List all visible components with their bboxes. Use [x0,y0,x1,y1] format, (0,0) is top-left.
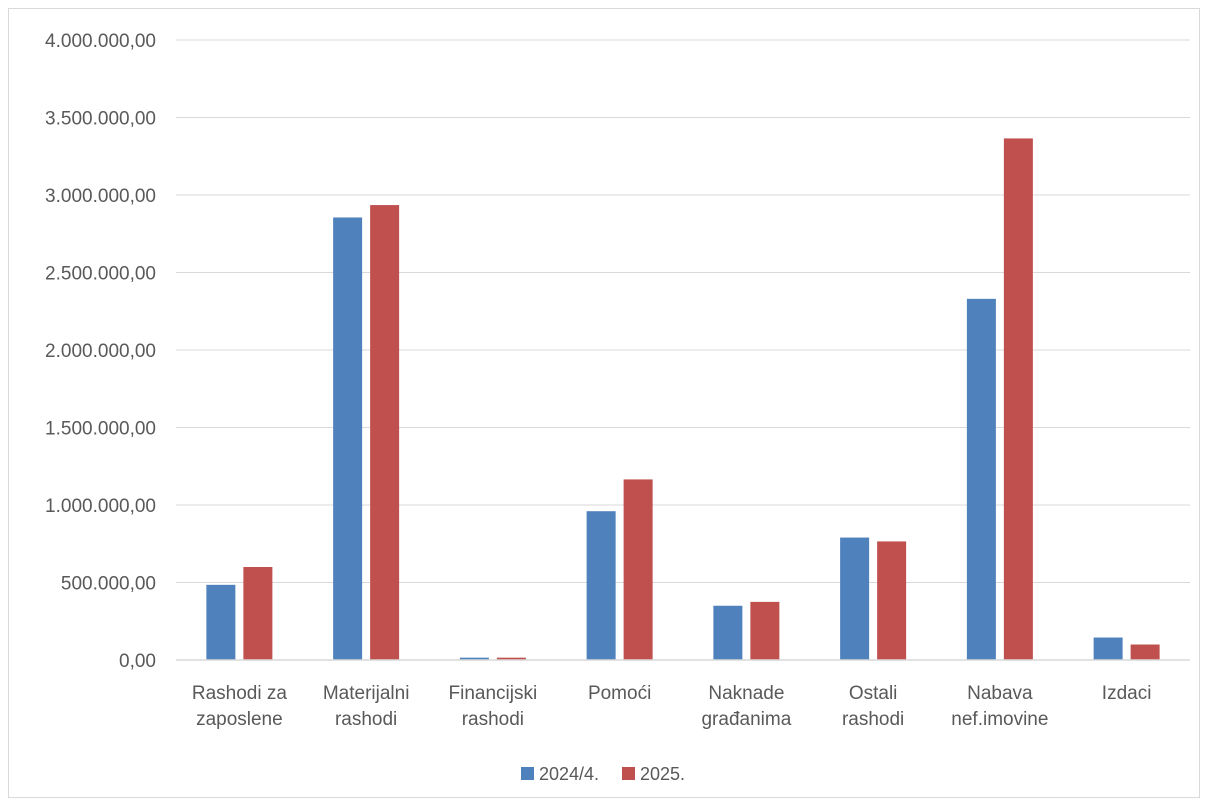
bar-series2 [243,567,273,660]
bar-series2 [623,479,653,660]
x-category-label: Materijalni rashodi [323,683,410,730]
y-tick-label: 1.000.000,00 [45,496,156,517]
legend-label: 2025. [640,764,685,784]
y-tick-label: 3.000.000,00 [45,186,156,207]
x-category-label: Izdaci [1102,683,1152,704]
y-tick-label: 500.000,00 [61,574,156,595]
bar-series1 [459,657,489,660]
bar-series1 [840,537,870,660]
bar-series1 [586,511,616,660]
y-tick-label: 2.500.000,00 [45,264,156,285]
chart-frame [8,8,1200,798]
y-axis-tick-labels: 0,00 500.000,00 1.000.000,00 1.500.000,00 2.… [45,31,156,672]
bar-series2 [1003,138,1033,661]
legend-swatch [521,767,534,780]
bar-series1 [966,298,996,660]
y-tick-label: 2.000.000,00 [45,341,156,362]
bar-series2 [750,601,780,660]
x-category-label: Nabava nef.imovine [951,683,1048,730]
x-category-label: Rashodi za zaposlene [192,683,287,730]
x-category-label: Naknade građanima [701,683,791,730]
bar-series2 [496,657,526,660]
y-tick-label: 1.500.000,00 [45,419,156,440]
y-tick-label: 3.500.000,00 [45,109,156,130]
bar-series2 [877,541,907,660]
bar-series1 [333,217,363,660]
gridlines [176,39,1190,583]
x-category-label: Financijski rashodi [449,683,538,730]
bar-series1 [1093,637,1123,660]
bar-series1 [713,605,743,660]
bars [206,138,1160,661]
y-tick-label: 0,00 [119,651,156,672]
x-axis-category-labels: Rashodi za zaposlene Materijalni rashodi Fin… [192,683,1152,730]
x-category-label: Ostali rashodi [842,683,904,730]
legend-label: 2024/4. [539,764,599,784]
x-category-label: Pomoći [588,683,651,704]
legend: 2024/4. 2025. [521,764,685,784]
bar-series2 [370,205,400,660]
legend-swatch [622,767,635,780]
y-tick-label: 4.000.000,00 [45,31,156,52]
bar-series1 [206,584,236,660]
bar-series2 [1130,644,1160,660]
